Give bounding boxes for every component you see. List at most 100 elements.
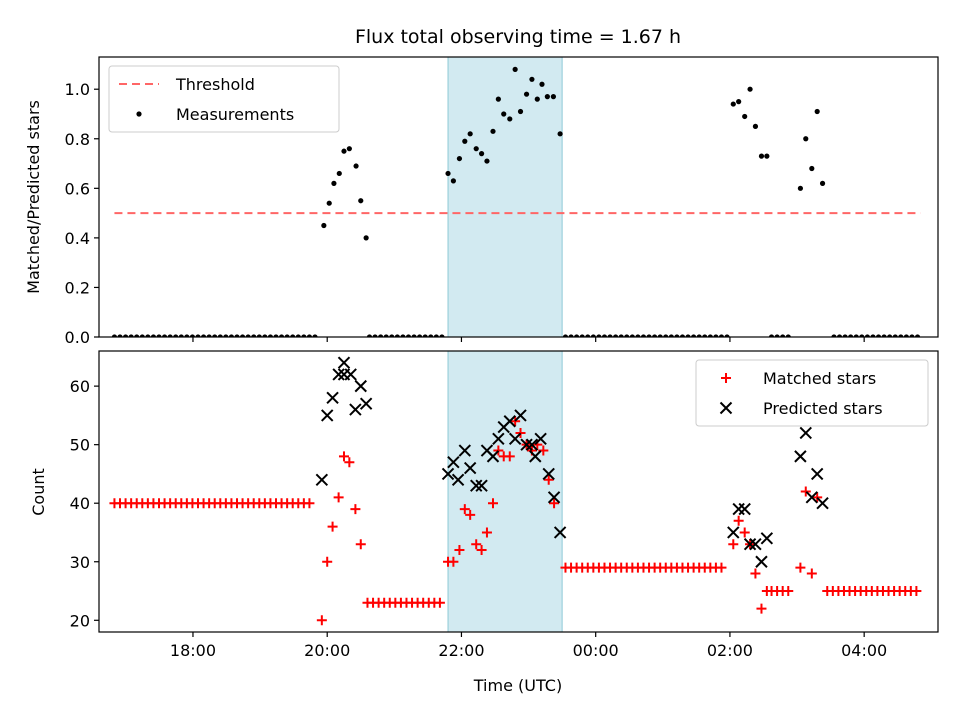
bottom-shaded-region	[447, 350, 563, 633]
measurement-point	[223, 334, 229, 337]
matched-stars-point	[783, 586, 794, 597]
measurement-point	[875, 334, 882, 337]
legend-label: Measurements	[176, 105, 294, 124]
measurement-point	[262, 334, 268, 337]
bottom-y-tick-label: 40	[70, 494, 90, 513]
measurement-point	[544, 94, 550, 100]
measurement-point	[707, 334, 713, 337]
matched-stars-point	[515, 427, 526, 438]
matched-stars-point	[476, 545, 487, 556]
matched-stars-point	[761, 586, 772, 597]
measurement-point	[629, 334, 635, 337]
x-tick-label: 00:00	[573, 641, 619, 660]
measurement-point	[394, 334, 400, 337]
measurement-point	[640, 334, 647, 337]
measurement-point	[557, 131, 563, 137]
matched-stars-point	[333, 492, 344, 503]
measurement-point	[378, 334, 384, 337]
measurement-point	[326, 200, 332, 206]
measurement-point	[439, 334, 445, 337]
predicted-stars-point	[315, 473, 329, 486]
measurement-point	[914, 334, 921, 337]
matched-stars-point	[344, 457, 355, 468]
x-tick-label: 22:00	[438, 641, 484, 660]
matched-stars-point	[350, 504, 361, 515]
measurement-point	[111, 334, 118, 337]
measurement-point	[652, 334, 658, 337]
top-legend-box	[108, 65, 340, 133]
matched-stars-point	[806, 568, 817, 579]
measurement-point	[278, 334, 285, 337]
measurement-point	[217, 334, 223, 337]
measurement-point	[607, 334, 613, 337]
top-y-tick-label: 0.8	[65, 130, 90, 149]
measurement-point	[134, 334, 140, 337]
measurement-point	[696, 334, 702, 337]
top-panel: 0.0 0.2 0.4 0.6 0.8 1.0 Threshold Measurements	[65, 56, 939, 347]
top-y-tick-label: 0.2	[65, 278, 90, 297]
matched-stars-point	[327, 521, 338, 532]
measurement-point	[245, 334, 251, 337]
measurement-point	[724, 334, 730, 337]
predicted-stars-point	[514, 409, 527, 422]
bottom-y-tick-label: 50	[70, 436, 90, 455]
matched-stars-point	[739, 527, 750, 538]
predicted-stars-point	[503, 415, 516, 428]
predicted-stars-point	[799, 426, 812, 440]
measurement-point	[618, 334, 624, 337]
matched-stars-point	[911, 586, 922, 597]
measurement-point	[601, 334, 608, 337]
bottom-y-tick-label: 60	[70, 377, 90, 396]
measurement-point	[145, 334, 151, 337]
predicted-stars-point	[349, 403, 362, 416]
measurement-point	[674, 334, 680, 337]
predicted-stars-point	[749, 537, 762, 551]
matched-stars-point	[493, 445, 504, 456]
measurement-point	[383, 334, 389, 337]
measurement-point	[484, 158, 490, 164]
measurement-point	[585, 334, 591, 337]
measurement-point	[624, 334, 630, 337]
predicted-stars-point	[458, 444, 472, 457]
bottom-y-tick-label: 20	[70, 611, 90, 630]
measurement-point	[534, 96, 540, 102]
top-shaded-region	[447, 56, 563, 338]
predicted-stars-point	[508, 432, 522, 446]
matched-stars-point	[756, 603, 767, 614]
measurement-point	[346, 146, 352, 152]
matched-stars-point	[487, 498, 498, 509]
matched-stars-point	[454, 545, 465, 556]
matched-stars-point	[728, 539, 739, 550]
measurement-point	[331, 180, 337, 186]
measurement-point	[212, 334, 218, 337]
predicted-stars-point	[354, 379, 367, 393]
bottom-axes-frame	[98, 350, 939, 633]
predicted-stars-point	[542, 467, 555, 481]
measurement-point	[372, 334, 378, 337]
measurement-point	[495, 96, 501, 102]
matched-stars-point	[459, 504, 470, 515]
measurement-point	[206, 334, 212, 337]
predicted-stars-point	[529, 450, 542, 463]
measurement-point	[523, 91, 530, 97]
x-tick-label: 02:00	[707, 641, 753, 660]
chart-title: Flux total observing time = 1.67 h	[355, 26, 681, 48]
matched-stars-point	[465, 509, 476, 520]
measurement-point	[831, 334, 837, 337]
measurement-point	[462, 138, 468, 144]
predicted-stars-point	[520, 438, 533, 451]
legend-label: Threshold	[175, 75, 255, 94]
measurement-point	[400, 334, 406, 337]
measurement-point	[668, 334, 674, 337]
measurement-point	[836, 334, 843, 337]
measurement-point	[405, 334, 412, 337]
top-y-tick-label: 1.0	[65, 80, 90, 99]
measurement-point	[909, 334, 915, 337]
measurement-point	[312, 334, 318, 337]
predicted-stars-point	[534, 432, 547, 446]
measurement-point	[290, 334, 296, 337]
x-tick-label: 04:00	[841, 641, 887, 660]
predicted-stars-point	[463, 461, 477, 475]
measurement-point	[366, 334, 373, 337]
